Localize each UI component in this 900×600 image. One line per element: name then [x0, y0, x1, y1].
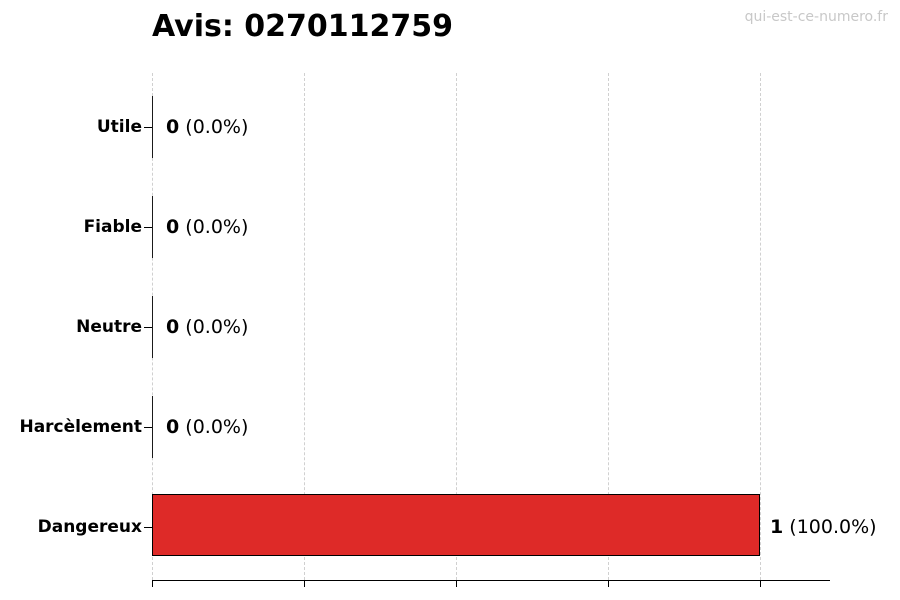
bar-value-label-harcelement: 0 (0.0%) [166, 416, 248, 438]
x-axis-spine [152, 580, 830, 581]
y-axis-label-fiable: Fiable [83, 217, 142, 237]
bar-value-label-dangereux: 1 (100.0%) [770, 516, 877, 538]
gridline-vertical [456, 73, 457, 580]
y-axis-tick [144, 127, 152, 128]
gridline-vertical [760, 73, 761, 580]
x-axis-tick [152, 580, 153, 587]
bar-percent-neutre: (0.0%) [185, 316, 249, 338]
x-axis-tick [760, 580, 761, 587]
bar-percent-harcelement: (0.0%) [185, 416, 249, 438]
bar-neutre[interactable] [152, 296, 153, 358]
bar-fiable[interactable] [152, 196, 153, 258]
bar-percent-dangereux: (100.0%) [789, 516, 877, 538]
bar-count-dangereux: 1 [770, 516, 784, 538]
bar-value-label-neutre: 0 (0.0%) [166, 316, 248, 338]
bar-percent-fiable: (0.0%) [185, 216, 249, 238]
bar-count-utile: 0 [166, 116, 180, 138]
y-axis-label-dangereux: Dangereux [37, 517, 142, 537]
gridline-vertical [304, 73, 305, 580]
bar-utile[interactable] [152, 96, 153, 158]
y-axis-tick [144, 527, 152, 528]
y-axis-tick [144, 327, 152, 328]
y-axis-label-neutre: Neutre [76, 317, 142, 337]
gridline-vertical [608, 73, 609, 580]
y-axis-label-harcelement: Harcèlement [19, 417, 142, 437]
page-title: Avis: 0270112759 [152, 9, 454, 44]
bar-count-neutre: 0 [166, 316, 180, 338]
bar-value-label-fiable: 0 (0.0%) [166, 216, 248, 238]
watermark-source-label: qui-est-ce-numero.fr [744, 9, 888, 25]
x-axis-tick [456, 580, 457, 587]
bar-percent-utile: (0.0%) [185, 116, 249, 138]
bar-value-label-utile: 0 (0.0%) [166, 116, 248, 138]
bar-harcelement[interactable] [152, 396, 153, 458]
bar-count-fiable: 0 [166, 216, 180, 238]
y-axis-label-utile: Utile [96, 117, 142, 137]
x-axis-tick [304, 580, 305, 587]
y-axis-tick [144, 227, 152, 228]
bar-count-harcelement: 0 [166, 416, 180, 438]
y-axis-tick [144, 427, 152, 428]
bar-dangereux[interactable] [152, 494, 760, 556]
x-axis-tick [608, 580, 609, 587]
